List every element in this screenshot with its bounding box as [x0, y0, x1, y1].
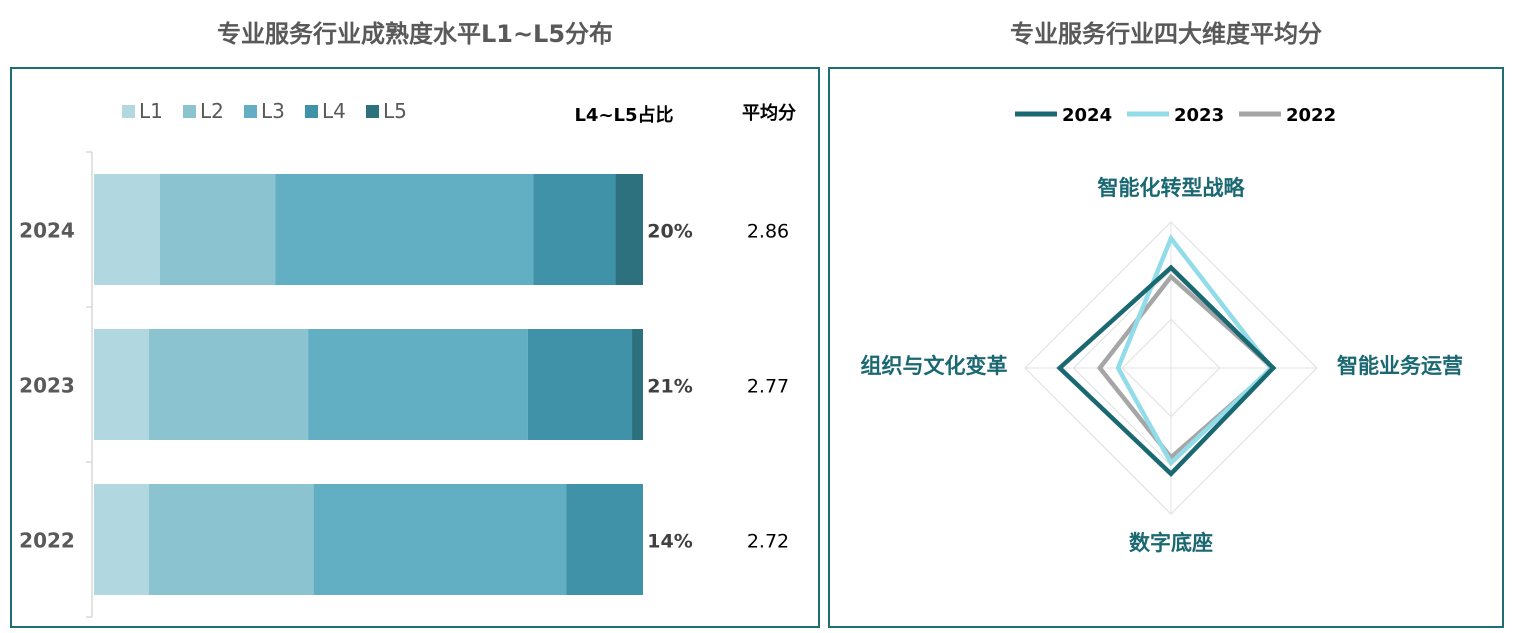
- bar-chart-panel: L1 L2 L3 L4 L5 L4~L5占比 平均分 2024 20% 2.86 2023 21% 2.…: [10, 67, 820, 628]
- bar-chart-title: 专业服务行业成熟度水平L1~L5分布: [216, 20, 614, 48]
- radar-axis-label-2: 智能业务运营: [1337, 354, 1463, 378]
- bar-2022-l2: [148, 484, 314, 595]
- bar-2024-l3: [275, 174, 534, 285]
- ratio-value-2024: 20%: [647, 221, 692, 243]
- score-value-2024: 2.86: [747, 221, 789, 243]
- bar-2022-l3: [313, 484, 567, 595]
- legend-swatch-l2: [183, 105, 196, 118]
- legend-swatch-l4: [305, 105, 318, 118]
- legend-label-l5: L5: [383, 99, 407, 123]
- bar-chart: L1 L2 L3 L4 L5 L4~L5占比 平均分 2024 20% 2.86 2023 21% 2.…: [19, 99, 796, 618]
- score-value-2022: 2.72: [747, 531, 789, 553]
- bar-2023-l1: [94, 329, 149, 440]
- bar-2023-l2: [148, 329, 309, 440]
- score-value-2023: 2.77: [747, 376, 789, 398]
- legend-label-l2: L2: [200, 99, 224, 123]
- bar-2022-l1: [94, 484, 149, 595]
- radar-chart-title: 专业服务行业四大维度平均分: [1010, 20, 1322, 48]
- legend-label-l1: L1: [139, 99, 163, 123]
- legend-label-l4: L4: [322, 99, 346, 123]
- radar-series-2023: [1115, 233, 1275, 467]
- ratio-value-2023: 21%: [647, 376, 692, 398]
- bar-2024-l4: [533, 174, 616, 285]
- ratio-value-2022: 14%: [647, 531, 692, 553]
- legend-label-2022: 2022: [1286, 105, 1336, 126]
- legend-label-2023: 2023: [1174, 105, 1224, 126]
- radar-chart-panel: 智能化转型战略智能业务运营数字底座 组织与文化变革 2024 2023 2022: [828, 67, 1504, 628]
- legend-label-2024: 2024: [1062, 105, 1112, 126]
- bar-2023-l3: [308, 329, 528, 440]
- radar-axis-label-3: 数字底座: [1129, 531, 1213, 555]
- score-header: 平均分: [742, 102, 796, 124]
- bar-2023-l4: [527, 329, 633, 440]
- legend-label-l3: L3: [261, 99, 285, 123]
- legend-swatch-l1: [122, 105, 135, 118]
- category-label-2022: 2022: [19, 529, 75, 553]
- bar-2022-l4: [566, 484, 643, 595]
- bar-2024-l5: [615, 174, 643, 285]
- bar-2024-l2: [159, 174, 276, 285]
- legend-swatch-l3: [244, 105, 257, 118]
- legend-swatch-l5: [366, 105, 379, 118]
- bar-2023-l5: [632, 329, 643, 440]
- radar-axis-label-1: 智能化转型战略: [1098, 176, 1246, 200]
- radar-axis-label-4: 组织与文化变革: [861, 354, 1008, 378]
- category-label-2024: 2024: [19, 219, 75, 243]
- bar-2024-l1: [94, 174, 160, 285]
- category-label-2023: 2023: [19, 374, 75, 398]
- ratio-header: L4~L5占比: [574, 104, 673, 126]
- radar-series-2024: [1056, 264, 1277, 478]
